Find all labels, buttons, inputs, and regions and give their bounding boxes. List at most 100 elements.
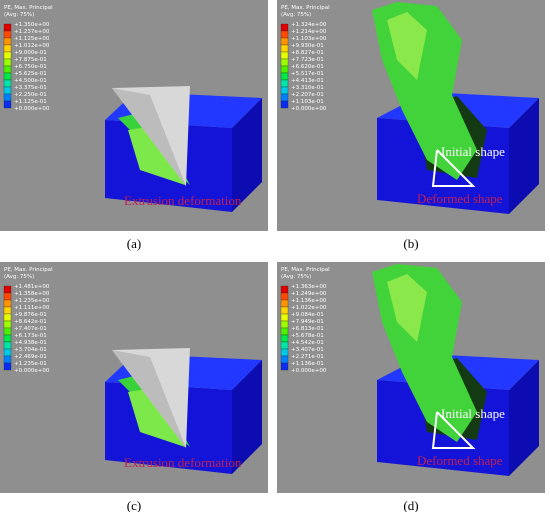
legend-label: +2.250e-01 (14, 92, 47, 98)
legend-subtitle: (Avg: 75%) (281, 12, 311, 18)
legend-label: +3.704e-01 (14, 347, 47, 353)
panel: PE, Max. Principal(Avg: 75%)+1.481e+00+1… (0, 262, 268, 493)
legend-label: +6.813e-01 (291, 326, 324, 332)
legend-label: +4.500e-01 (14, 78, 47, 84)
legend-swatch (3, 93, 12, 102)
legend-label: +6.173e-01 (14, 333, 47, 339)
legend-label: +1.136e-01 (291, 361, 324, 367)
legend-label: +6.750e-01 (14, 64, 47, 70)
legend-subtitle: (Avg: 75%) (4, 274, 34, 280)
legend-swatch (280, 37, 289, 46)
legend-swatch (280, 362, 289, 371)
legend-label: +5.517e-01 (291, 71, 324, 77)
legend-swatch (3, 348, 12, 357)
legend-swatch (3, 320, 12, 329)
legend-label: +9.000e-01 (14, 50, 47, 56)
legend-subtitle: (Avg: 75%) (281, 274, 311, 280)
legend-label: +1.136e+00 (291, 298, 327, 304)
annotation: Extrusion deformation (124, 193, 242, 208)
legend-swatch (3, 37, 12, 46)
legend-label: +1.012e+00 (14, 43, 50, 49)
legend-swatch (3, 327, 12, 336)
legend-label: +1.237e+00 (14, 29, 50, 35)
legend-label: +1.324e+00 (291, 22, 327, 28)
legend-swatch (3, 100, 12, 109)
legend-swatch (280, 51, 289, 60)
legend-label: +7.723e-01 (291, 57, 324, 63)
legend-swatch (280, 86, 289, 95)
indenter-shade (112, 350, 186, 448)
legend-label: +1.235e+00 (14, 298, 50, 304)
legend-label: +1.125e-01 (14, 99, 47, 105)
legend-swatch (3, 362, 12, 371)
legend-label: +0.000e+00 (291, 106, 327, 112)
legend-swatch (280, 58, 289, 67)
block-side (232, 98, 262, 212)
caption: (a) (127, 236, 141, 251)
legend-label: +5.625e-01 (14, 71, 47, 77)
legend-swatch (3, 86, 12, 95)
legend-swatch (3, 72, 12, 81)
initial-shape-outline (431, 149, 476, 187)
annotation: Deformed shape (417, 453, 503, 468)
legend-label: +3.407e-01 (291, 347, 324, 353)
legend-swatch (3, 292, 12, 301)
legend-swatch (280, 348, 289, 357)
legend-label: +8.827e-01 (291, 50, 324, 56)
panel: PE, Max. Principal(Avg: 75%)+1.363e+00+1… (277, 262, 545, 493)
legend-swatch (280, 285, 289, 294)
legend-swatch (280, 306, 289, 315)
legend-swatch (3, 334, 12, 343)
legend-label: +0.000e+00 (14, 368, 50, 374)
legend-label: +1.214e+00 (291, 29, 327, 35)
legend-label: +4.413e-01 (291, 78, 324, 84)
legend-label: +7.407e-01 (14, 326, 47, 332)
legend-swatch (3, 65, 12, 74)
block-side (509, 360, 539, 476)
panel: PE, Max. Principal(Avg: 75%)+1.350e+00+1… (0, 0, 268, 231)
legend-swatch (3, 44, 12, 53)
legend-swatch (280, 334, 289, 343)
legend-swatch (3, 58, 12, 67)
legend-swatch (280, 320, 289, 329)
legend-label: +8.642e-01 (14, 319, 47, 325)
annotation: Initial shape (441, 144, 505, 159)
annotation: Deformed shape (417, 191, 503, 206)
legend-title: PE, Max. Principal (4, 267, 53, 273)
legend-swatch (3, 285, 12, 294)
legend-swatch (3, 51, 12, 60)
legend-swatch (280, 327, 289, 336)
legend-swatch (3, 355, 12, 364)
legend-label: +9.930e-01 (291, 43, 324, 49)
deformed-material (387, 274, 427, 342)
legend-swatch (280, 341, 289, 350)
legend-label: +9.084e-01 (291, 312, 324, 318)
legend-label: +0.000e+00 (14, 106, 50, 112)
legend-swatch (280, 355, 289, 364)
legend-swatch (280, 313, 289, 322)
legend-label: +2.207e-01 (291, 92, 324, 98)
legend-label: +0.000e+00 (291, 368, 327, 374)
legend-swatch (3, 30, 12, 39)
annotation: Initial shape (441, 406, 505, 421)
legend-label: +1.125e+00 (14, 36, 50, 42)
caption: (d) (403, 498, 418, 512)
legend-label: +3.375e-01 (14, 85, 47, 91)
block-side (509, 98, 539, 214)
legend-label: +7.949e-01 (291, 319, 324, 325)
legend-title: PE, Max. Principal (281, 5, 330, 11)
deformed-material (387, 12, 427, 80)
initial-shape-outline (431, 411, 476, 449)
legend-swatch (3, 299, 12, 308)
deformation-zone (128, 387, 185, 447)
legend-label: +1.111e+00 (14, 305, 50, 311)
legend-label: +1.358e+00 (14, 291, 50, 297)
legend-swatch (280, 44, 289, 53)
caption: (b) (403, 236, 418, 251)
legend-swatch (280, 65, 289, 74)
block-side (232, 360, 262, 474)
legend-label: +1.103e-01 (291, 99, 324, 105)
legend-label: +1.103e+00 (291, 36, 327, 42)
legend-label: +1.022e+00 (291, 305, 327, 311)
